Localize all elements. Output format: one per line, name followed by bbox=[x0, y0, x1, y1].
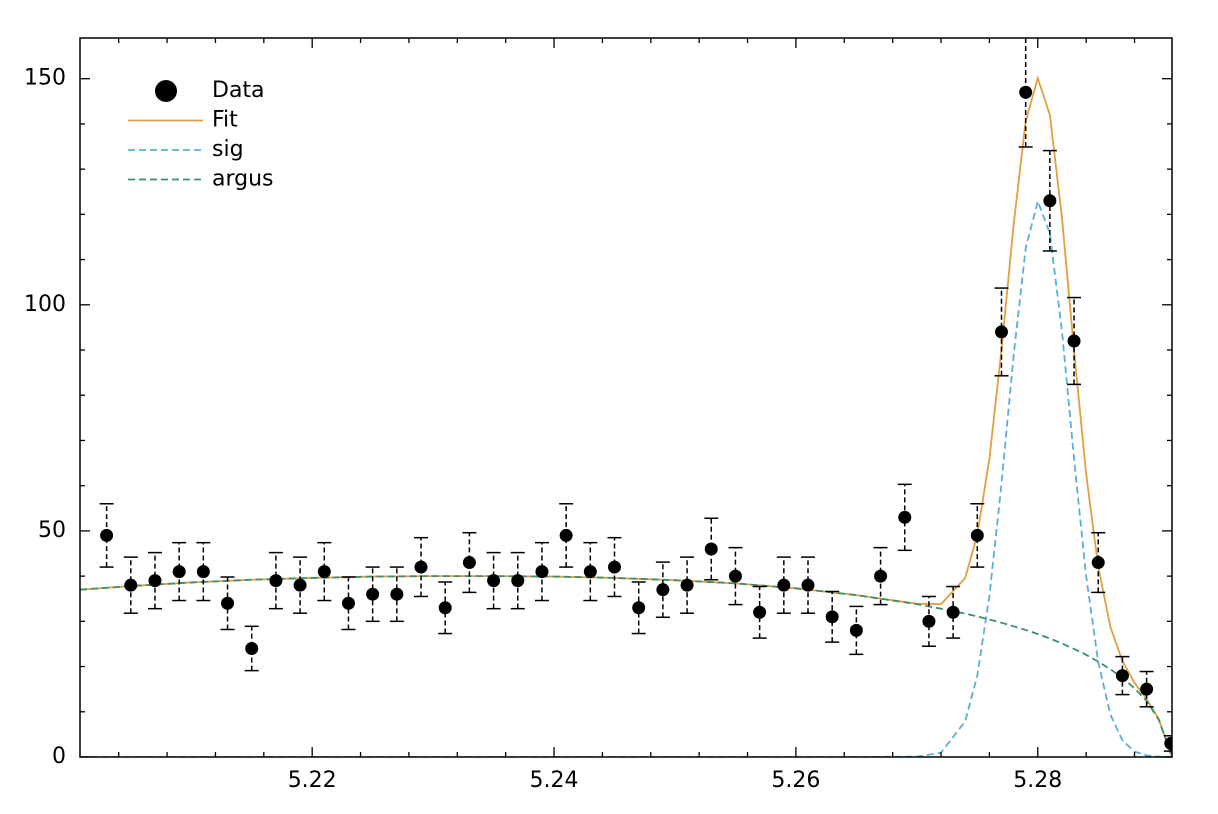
x-tick-label: 5.22 bbox=[288, 768, 337, 793]
legend-label: Data bbox=[212, 78, 265, 103]
data-point bbox=[583, 565, 597, 579]
data-point bbox=[970, 528, 984, 542]
y-tick-label: 100 bbox=[24, 292, 66, 317]
data-point bbox=[366, 587, 380, 601]
data-point bbox=[487, 574, 501, 588]
data-point bbox=[172, 565, 186, 579]
error-bar bbox=[414, 536, 429, 598]
legend-label: Fit bbox=[212, 108, 238, 133]
y-tick-label: 0 bbox=[52, 744, 66, 769]
error-bar bbox=[970, 503, 985, 568]
data-point bbox=[898, 510, 912, 524]
data-point bbox=[245, 641, 259, 655]
data-point bbox=[874, 569, 888, 583]
data-point bbox=[148, 574, 162, 588]
data-point bbox=[317, 565, 331, 579]
data-point bbox=[753, 605, 767, 619]
data-point bbox=[293, 578, 307, 592]
data-point bbox=[100, 528, 114, 542]
data-point bbox=[801, 578, 815, 592]
data-point bbox=[728, 569, 742, 583]
curve bbox=[80, 575, 1172, 757]
error-bar bbox=[99, 503, 114, 568]
legend-label: sig bbox=[212, 137, 244, 162]
data-point bbox=[680, 578, 694, 592]
data-point bbox=[462, 556, 476, 570]
error-bar bbox=[462, 531, 477, 594]
data-point bbox=[922, 614, 936, 628]
plot-area bbox=[80, 38, 1172, 757]
data-point bbox=[632, 601, 646, 615]
curve bbox=[80, 198, 1172, 757]
data-point bbox=[656, 583, 670, 597]
data-point bbox=[994, 325, 1008, 339]
axes-frame bbox=[79, 37, 1173, 758]
y-tick-label: 50 bbox=[38, 518, 66, 543]
data-point bbox=[1091, 556, 1105, 570]
error-bar bbox=[1091, 531, 1106, 594]
data-point bbox=[777, 578, 791, 592]
data-point bbox=[221, 596, 235, 610]
error-bar bbox=[704, 517, 719, 581]
legend-marker bbox=[155, 80, 177, 102]
data-point bbox=[196, 565, 210, 579]
data-point bbox=[1140, 682, 1154, 696]
data-point bbox=[608, 560, 622, 574]
data-point bbox=[511, 574, 525, 588]
y-tick-label: 150 bbox=[24, 66, 66, 91]
error-bar bbox=[849, 605, 864, 656]
error-bar bbox=[607, 536, 622, 598]
data-point bbox=[1067, 334, 1081, 348]
data-point bbox=[1043, 194, 1057, 208]
x-tick-label: 5.26 bbox=[771, 768, 820, 793]
x-tick-label: 5.28 bbox=[1013, 768, 1062, 793]
data-point bbox=[341, 596, 355, 610]
data-point bbox=[946, 605, 960, 619]
error-bar bbox=[244, 625, 259, 672]
data-point bbox=[559, 528, 573, 542]
error-bar bbox=[1018, 38, 1033, 148]
data-point bbox=[825, 610, 839, 624]
x-tick-label: 5.24 bbox=[530, 768, 579, 793]
data-point bbox=[269, 574, 283, 588]
data-point bbox=[1019, 85, 1033, 99]
data-point bbox=[124, 578, 138, 592]
data-point bbox=[1164, 736, 1172, 750]
data-point bbox=[1115, 669, 1129, 683]
legend-label: argus bbox=[212, 167, 274, 192]
error-bar bbox=[559, 503, 574, 568]
data-point bbox=[535, 565, 549, 579]
data-point bbox=[704, 542, 718, 556]
data-point bbox=[438, 601, 452, 615]
data-point bbox=[390, 587, 404, 601]
data-point bbox=[849, 623, 863, 637]
data-point bbox=[414, 560, 428, 574]
